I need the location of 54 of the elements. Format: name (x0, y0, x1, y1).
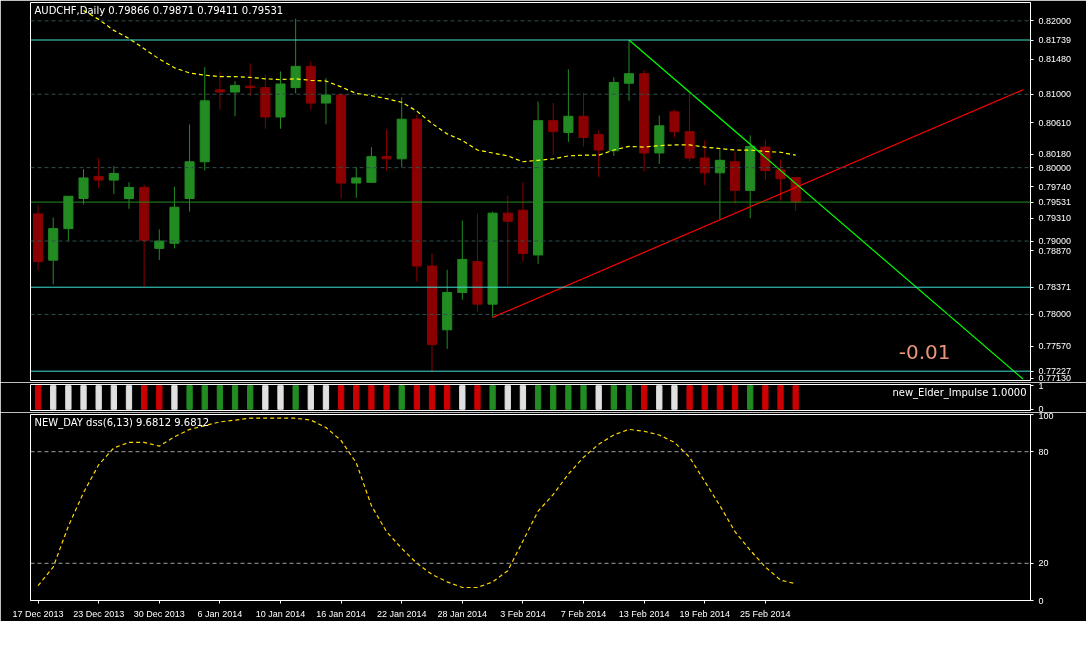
chart-title: AUDCHF,Daily 0.79866 0.79871 0.79411 0.79531 (34, 4, 284, 16)
ref-line-label: 0.81000 (1038, 89, 1072, 100)
y-tick-label: 20 (1038, 558, 1049, 569)
candlestick (563, 68, 574, 143)
candlestick (214, 70, 225, 111)
y-tick-label: 0.80180 (1038, 149, 1072, 160)
x-tick-label: 22 Jan 2014 (376, 608, 427, 619)
annotation: -0.01 (898, 339, 951, 364)
x-tick-label: 10 Jan 2014 (255, 608, 306, 619)
y-tick-label: 0.78870 (1038, 245, 1072, 256)
candlestick (154, 228, 165, 261)
x-tick-label: 25 Feb 2014 (740, 608, 791, 619)
ref-line-label: 0.81739 (1038, 35, 1072, 46)
x-tick-label: 3 Feb 2014 (500, 608, 546, 619)
x-tick-label: 28 Jan 2014 (437, 608, 488, 619)
candlestick (623, 39, 635, 102)
ref-line-label: 0.82000 (1038, 15, 1072, 26)
x-tick-label: 16 Jan 2014 (316, 608, 366, 619)
y-tick-label: 0.79310 (1038, 213, 1072, 224)
candlestick (578, 92, 589, 147)
candlestick (548, 102, 559, 156)
y-tick-label: 80 (1038, 446, 1049, 457)
y-tick-label: 0 (1038, 595, 1044, 606)
candlestick (108, 165, 119, 195)
ref-line-label: 0.80000 (1038, 162, 1072, 173)
x-tick-label: 13 Feb 2014 (618, 608, 670, 619)
y-tick-label: 0.79740 (1038, 181, 1072, 192)
chart-title: NEW_DAY dss(6,13) 9.6812 9.6812 (34, 416, 210, 429)
candlestick (775, 159, 786, 202)
candlestick (502, 195, 513, 286)
chart-title: new_Elder_Impulse 1.0000 (892, 386, 1027, 399)
candlestick (381, 128, 392, 172)
x-tick-label: 30 Dec 2013 (133, 608, 185, 619)
candlestick (290, 18, 301, 95)
ref-line-label: 0.79000 (1038, 236, 1072, 247)
candlestick (230, 80, 241, 117)
candlestick (699, 139, 710, 186)
ref-line-label: 0.78371 (1038, 282, 1072, 293)
y-tick-label: 0.81480 (1038, 54, 1072, 65)
x-tick-label: 6 Jan 2014 (197, 608, 243, 619)
ref-line-label: 0.79531 (1038, 197, 1072, 208)
x-tick-label: 7 Feb 2014 (560, 608, 607, 619)
candlestick (320, 77, 331, 125)
ref-line-label: 0.78000 (1038, 309, 1072, 320)
y-tick-label: 1 (1038, 380, 1044, 391)
y-tick-label: 0.77570 (1038, 341, 1072, 351)
candlestick (593, 129, 604, 178)
x-tick-label: 17 Dec 2013 (12, 608, 64, 619)
candlestick (351, 166, 362, 199)
x-tick-label: 23 Dec 2013 (73, 608, 125, 619)
x-tick-label: 19 Feb 2014 (679, 608, 731, 619)
candlestick (93, 157, 104, 189)
y-tick-label: 0.80610 (1038, 117, 1072, 128)
candlestick (669, 109, 680, 139)
